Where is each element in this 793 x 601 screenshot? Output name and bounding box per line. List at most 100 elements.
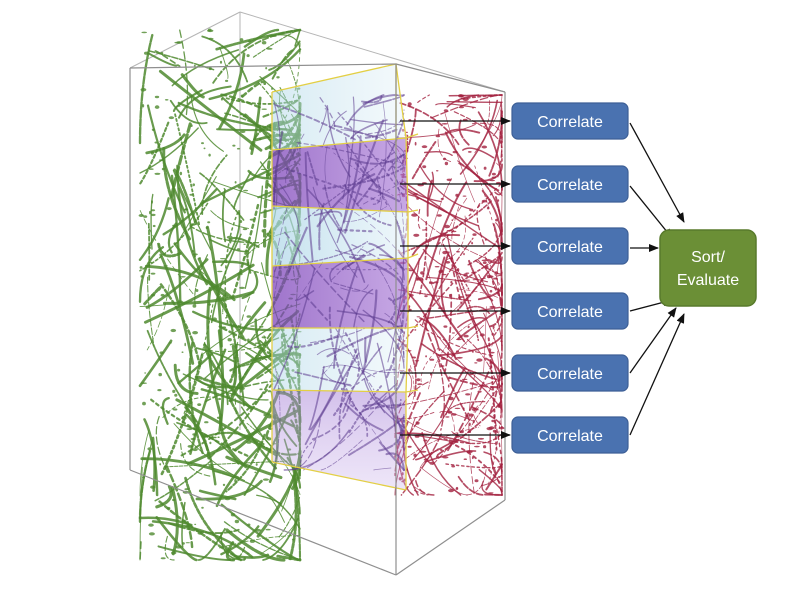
fiber-fragment	[472, 419, 475, 424]
fiber-strand	[421, 237, 474, 326]
fiber-fragment	[451, 230, 457, 233]
correlate-box-rect[interactable]	[511, 165, 629, 203]
fiber-fragment	[174, 41, 180, 44]
fiber-fragment	[139, 266, 143, 269]
correlate-box-rect[interactable]	[511, 416, 629, 454]
correlate-box[interactable]: Correlate	[511, 292, 629, 330]
correlate-box-rect[interactable]	[511, 292, 629, 330]
fiber-fragment	[247, 40, 252, 43]
fiber-fragment	[150, 485, 156, 489]
fiber-fragment	[255, 463, 258, 466]
fiber-strand	[313, 210, 343, 217]
fiber-fragment	[471, 456, 474, 460]
fiber-strand	[178, 187, 196, 258]
fiber-fragment	[247, 338, 250, 343]
fiber-strand	[139, 304, 166, 308]
fiber-fragment	[208, 66, 212, 71]
fiber-strand	[407, 365, 415, 411]
fiber-strand	[368, 242, 406, 271]
fiber-strand	[438, 197, 468, 257]
fiber-fragment	[428, 281, 433, 283]
fiber-strand	[420, 467, 469, 496]
fiber-strand	[296, 142, 393, 164]
correlate-box[interactable]: Correlate	[511, 165, 629, 203]
fiber-strand	[445, 250, 470, 290]
correlate-box-rect[interactable]	[511, 354, 629, 392]
fiber-fragment	[175, 545, 182, 549]
fiber-fragment	[172, 498, 176, 502]
fiber-fragment	[190, 223, 196, 226]
fiber-strand	[430, 94, 503, 119]
fiber-strand	[294, 290, 315, 302]
fiber-strand	[138, 450, 152, 524]
fiber-strand	[151, 436, 156, 493]
correlate-label: Correlate	[537, 239, 603, 256]
fiber-strand	[285, 133, 305, 186]
fiber-fragment	[469, 208, 474, 212]
fiber-fragment	[463, 334, 469, 338]
fiber-fragment	[180, 219, 184, 223]
fiber-strand	[414, 256, 446, 367]
correlate-box[interactable]: Correlate	[511, 102, 629, 140]
fiber-fragment	[239, 113, 244, 116]
fiber-strand	[139, 541, 142, 561]
fiber-fragment	[233, 356, 237, 360]
fiber-fragment	[497, 404, 501, 408]
correlate-box-rect[interactable]	[511, 102, 629, 140]
fiber-fragment	[434, 266, 440, 268]
fiber-fragment	[408, 368, 411, 372]
fiber-fragment	[265, 67, 268, 70]
fiber-strand	[154, 50, 181, 68]
fiber-strand	[374, 262, 405, 355]
fiber-strand	[444, 131, 500, 192]
fiber-strand	[273, 267, 316, 391]
fiber-fragment	[172, 408, 178, 411]
fiber-strand	[391, 150, 405, 169]
fiber-strand	[340, 284, 369, 292]
fiber-strand	[262, 517, 300, 561]
fiber-fragment	[291, 538, 295, 541]
fiber-strand	[489, 344, 503, 413]
correlate-box[interactable]: Correlate	[511, 354, 629, 392]
fiber-fragment	[179, 276, 186, 278]
fiber-strand	[368, 174, 405, 248]
fiber-strand	[143, 286, 162, 306]
fiber-fragment	[483, 445, 487, 449]
fiber-fragment	[164, 99, 169, 101]
sort-label-line2: Evaluate	[677, 272, 739, 289]
fiber-strand	[229, 343, 239, 384]
fiber-strand	[489, 432, 497, 476]
fiber-fragment	[411, 213, 418, 217]
fiber-strand	[342, 135, 362, 224]
fiber-strand	[411, 139, 438, 180]
correlate-box[interactable]: Correlate	[511, 227, 629, 265]
sort-evaluate-box[interactable]: Sort/ Evaluate	[659, 229, 757, 307]
fiber-strand	[336, 310, 405, 334]
sort-evaluate-rect[interactable]	[659, 229, 757, 307]
fiber-fragment	[489, 305, 496, 309]
fiber-fragment	[265, 528, 271, 531]
fiber-fragment	[249, 218, 256, 221]
fiber-fragment	[152, 224, 156, 228]
correlate-box[interactable]: Correlate	[511, 416, 629, 454]
fiber-fragment	[239, 38, 244, 42]
fiber-fragment	[481, 259, 488, 262]
correlate-box-rect[interactable]	[511, 227, 629, 265]
fiber-fragment	[448, 376, 451, 380]
fiber-fragment	[223, 120, 226, 122]
fiber-fragment	[416, 378, 421, 382]
fiber-fragment	[448, 396, 454, 401]
fiber-strand	[189, 348, 227, 455]
fiber-fragment	[170, 328, 177, 333]
fiber-strand	[492, 223, 503, 297]
fiber-fragment	[232, 370, 235, 374]
fiber-fragment	[205, 226, 209, 229]
fiber-strand	[164, 535, 175, 561]
arrow-to-sort-icon	[629, 122, 685, 223]
fiber-fragment	[463, 252, 465, 256]
fiber-strand	[145, 258, 209, 309]
fiber-strand	[165, 464, 194, 549]
fiber-fragment	[489, 179, 496, 182]
fiber-fragment	[166, 506, 171, 510]
